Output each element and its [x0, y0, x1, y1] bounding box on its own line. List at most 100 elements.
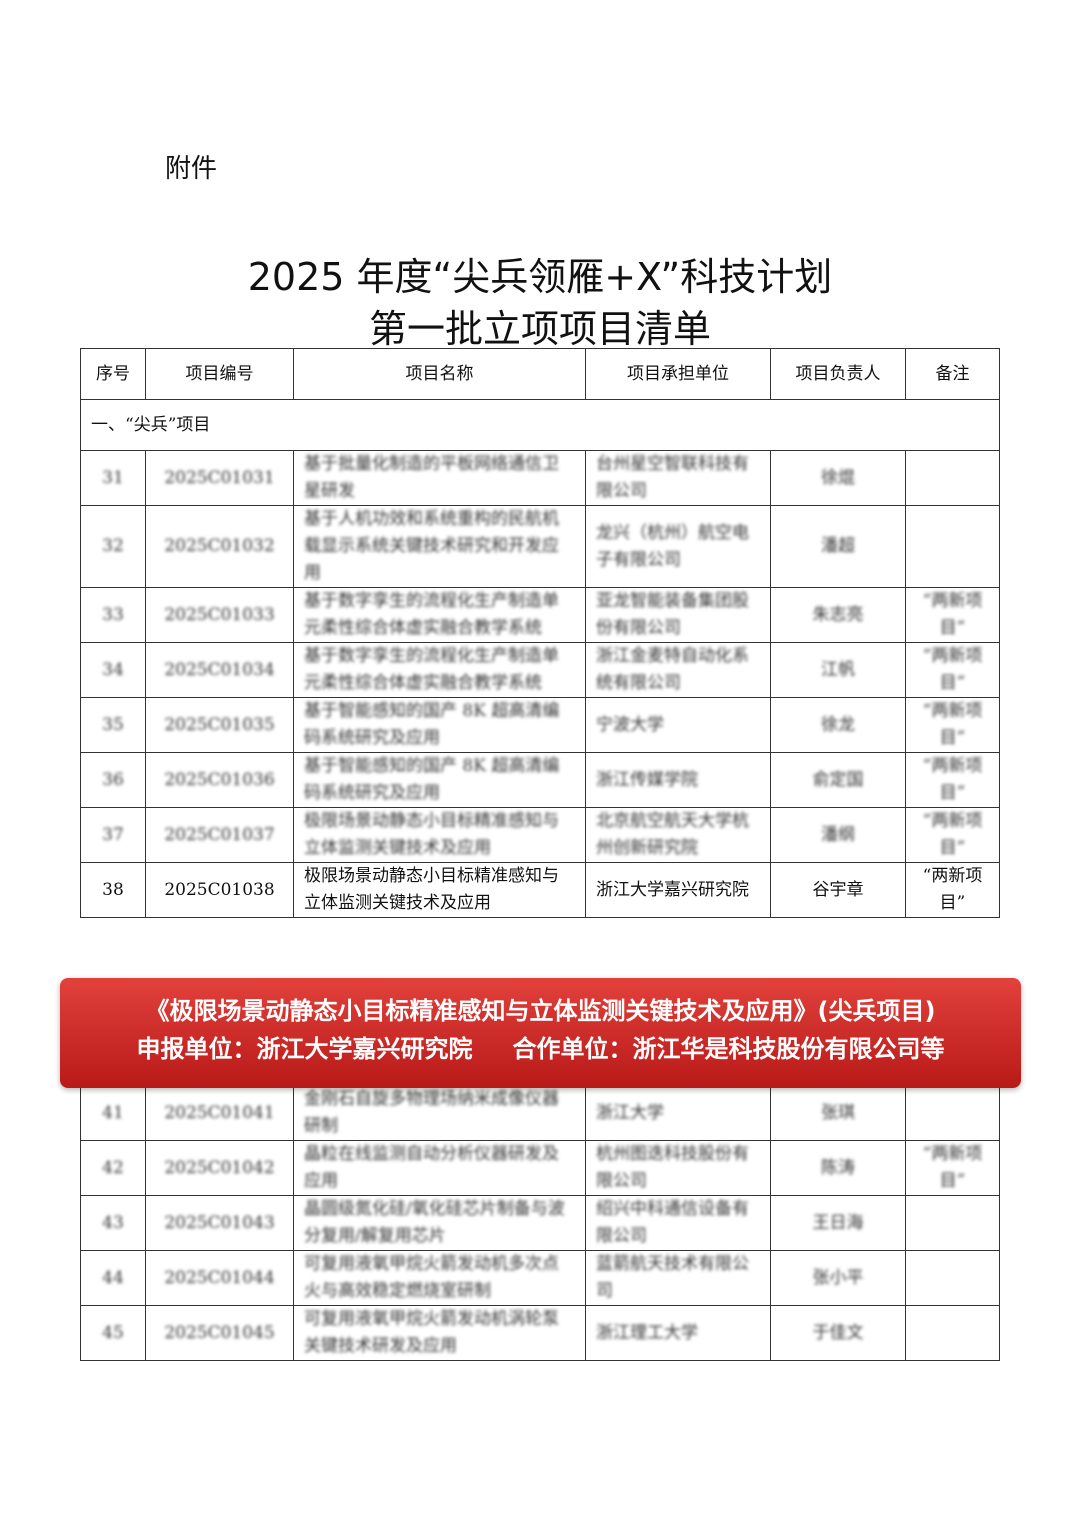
table-cell: 浙江传媒学院: [585, 752, 771, 808]
attachment-label: 附件: [165, 154, 218, 184]
table-cell: 43: [80, 1195, 146, 1251]
table-cell: 2025C01035: [145, 697, 294, 753]
column-header: 项目名称: [293, 348, 586, 400]
table-cell: 31: [80, 450, 146, 506]
table-cell: 潘纲: [770, 807, 906, 863]
table-cell: 谷宇章: [770, 862, 906, 918]
project-table: 41 2025C01041 金刚石自旋多物理场纳米成像仪器研制 浙江大学 张琪 42 202…: [80, 1085, 1000, 1361]
table-cell: 极限场景动静态小目标精准感知与立体监测关键技术及应用: [293, 862, 586, 918]
table-cell: “两新项目”: [905, 587, 1000, 643]
table-cell: 2025C01043: [145, 1195, 294, 1251]
table-cell: “两新项目”: [905, 1140, 1000, 1196]
table-cell: “两新项目”: [905, 752, 1000, 808]
table-cell: 35: [80, 697, 146, 753]
table-cell: 2025C01036: [145, 752, 294, 808]
table-row: 38 2025C01038 极限场景动静态小目标精准感知与立体监测关键技术及应用 浙江…: [80, 862, 1000, 918]
table-cell: 王日海: [770, 1195, 906, 1251]
table-row: 36 2025C01036 基于智能感知的国产 8K 超高清编码系统研究及应用 浙江传…: [80, 752, 1000, 808]
table-cell: 浙江大学嘉兴研究院: [585, 862, 771, 918]
table-cell: 2025C01042: [145, 1140, 294, 1196]
table-cell: 龙兴（杭州）航空电子有限公司: [585, 505, 771, 588]
table-cell: “两新项目”: [905, 697, 1000, 753]
table-cell: 绍兴中科通信设备有限公司: [585, 1195, 771, 1251]
table-cell: 晶圆级氮化硅/氧化硅芯片制备与波分复用/解复用芯片: [293, 1195, 586, 1251]
table-cell: [905, 1250, 1000, 1306]
banner-applicant: 申报单位：浙江大学嘉兴研究院: [136, 1035, 473, 1063]
table-cell: 2025C01032: [145, 505, 294, 588]
column-header: 项目承担单位: [585, 348, 771, 400]
table-cell: 32: [80, 505, 146, 588]
table-cell: 基于数字孪生的流程化生产制造单元柔性综合体虚实融合教学系统: [293, 642, 586, 698]
table-cell: 于佳文: [770, 1305, 906, 1361]
table-cell: 浙江金麦特自动化系统有限公司: [585, 642, 771, 698]
table-cell: 2025C01044: [145, 1250, 294, 1306]
table-cell: 徐焜: [770, 450, 906, 506]
column-header: 项目负责人: [770, 348, 906, 400]
column-header: 序号: [80, 348, 146, 400]
table-cell: 金刚石自旋多物理场纳米成像仪器研制: [293, 1085, 586, 1141]
table-cell: 2025C01038: [145, 862, 294, 918]
table-cell: 亚龙智能装备集团股份有限公司: [585, 587, 771, 643]
header-row: 序号 项目编号 项目名称 项目承担单位 项目负责人 备注: [80, 348, 1000, 400]
section-label: 一、“尖兵”项目: [80, 399, 1000, 451]
table-cell: 台州星空智联科技有限公司: [585, 450, 771, 506]
table-cell: 45: [80, 1305, 146, 1361]
table-row: 34 2025C01034 基于数字孪生的流程化生产制造单元柔性综合体虚实融合教学系…: [80, 642, 1000, 698]
table-cell: 基于智能感知的国产 8K 超高清编码系统研究及应用: [293, 697, 586, 753]
table-cell: 朱志亮: [770, 587, 906, 643]
table-cell: 34: [80, 642, 146, 698]
table-cell: 蓝箭航天技术有限公司: [585, 1250, 771, 1306]
banner: 《极限场景动静态小目标精准感知与立体监测关键技术及应用》(尖兵项目) 申报单位：…: [60, 978, 1021, 1088]
title: 2025 年度“尖兵领雁+X”科技计划: [247, 255, 833, 299]
table-cell: 陈涛: [770, 1140, 906, 1196]
section-row: 一、“尖兵”项目: [80, 399, 1000, 451]
table-cell: “两新项目”: [905, 642, 1000, 698]
table-cell: “两新项目”: [905, 862, 1000, 918]
table-cell: [905, 1305, 1000, 1361]
column-header: 备注: [905, 348, 1000, 400]
table-cell: [905, 450, 1000, 506]
table-cell: 宁波大学: [585, 697, 771, 753]
table-row: 32 2025C01032 基于人机功效和系统重构的民航机载显示系统关键技术研究和开…: [80, 505, 1000, 588]
column-header: 项目编号: [145, 348, 294, 400]
banner-partner: 合作单位：浙江华是科技股份有限公司等: [512, 1035, 945, 1063]
table-cell: [905, 1085, 1000, 1141]
table-cell: 基于人机功效和系统重构的民航机载显示系统关键技术研究和开发应用: [293, 505, 586, 588]
table-row: 37 2025C01037 极限场景动静态小目标精准感知与立体监测关键技术及应用 北京…: [80, 807, 1000, 863]
table-cell: 杭州图迭科技股份有限公司: [585, 1140, 771, 1196]
table-row: 35 2025C01035 基于智能感知的国产 8K 超高清编码系统研究及应用 宁波大…: [80, 697, 1000, 753]
table-cell: 2025C01037: [145, 807, 294, 863]
table-cell: 张琪: [770, 1085, 906, 1141]
table-cell: 42: [80, 1140, 146, 1196]
table-cell: [905, 1195, 1000, 1251]
table-cell: 2025C01041: [145, 1085, 294, 1141]
table-row: 41 2025C01041 金刚石自旋多物理场纳米成像仪器研制 浙江大学 张琪: [80, 1085, 1000, 1141]
table-cell: 北京航空航天大学杭州创新研究院: [585, 807, 771, 863]
table-cell: 基于批量化制造的平板网络通信卫星研发: [293, 450, 586, 506]
table-cell: [905, 505, 1000, 588]
table-cell: 晶粒在线监测自动分析仪器研发及应用: [293, 1140, 586, 1196]
table-cell: 浙江理工大学: [585, 1305, 771, 1361]
table-cell: 2025C01034: [145, 642, 294, 698]
table-row: 42 2025C01042 晶粒在线监测自动分析仪器研发及应用 杭州图迭科技股份有限公…: [80, 1140, 1000, 1196]
table-cell: 张小平: [770, 1250, 906, 1306]
table-cell: 基于智能感知的国产 8K 超高清编码系统研究及应用: [293, 752, 586, 808]
project-table: 序号 项目编号 项目名称 项目承担单位 项目负责人 备注 一、“尖兵”项目 31 2025C01…: [80, 348, 1000, 918]
table-cell: 44: [80, 1250, 146, 1306]
table-cell: 2025C01045: [145, 1305, 294, 1361]
table-cell: 基于数字孪生的流程化生产制造单元柔性综合体虚实融合教学系统: [293, 587, 586, 643]
table-cell: 41: [80, 1085, 146, 1141]
table-row: 31 2025C01031 基于批量化制造的平板网络通信卫星研发 台州星空智联科技有限…: [80, 450, 1000, 506]
table-row: 43 2025C01043 晶圆级氮化硅/氧化硅芯片制备与波分复用/解复用芯片 绍兴中…: [80, 1195, 1000, 1251]
table-row: 33 2025C01033 基于数字孪生的流程化生产制造单元柔性综合体虚实融合教学系…: [80, 587, 1000, 643]
table-cell: 2025C01033: [145, 587, 294, 643]
table-row: 45 2025C01045 可复用液氧甲烷火箭发动机涡轮泵关键技术研发及应用 浙江理工…: [80, 1305, 1000, 1361]
table-cell: “两新项目”: [905, 807, 1000, 863]
table-cell: 潘超: [770, 505, 906, 588]
table-cell: 俞定国: [770, 752, 906, 808]
banner-title: 《极限场景动静态小目标精准感知与立体监测关键技术及应用》(尖兵项目): [145, 997, 936, 1025]
table-cell: 可复用液氧甲烷火箭发动机涡轮泵关键技术研发及应用: [293, 1305, 586, 1361]
table-cell: 浙江大学: [585, 1085, 771, 1141]
table-cell: 37: [80, 807, 146, 863]
table-cell: 徐龙: [770, 697, 906, 753]
